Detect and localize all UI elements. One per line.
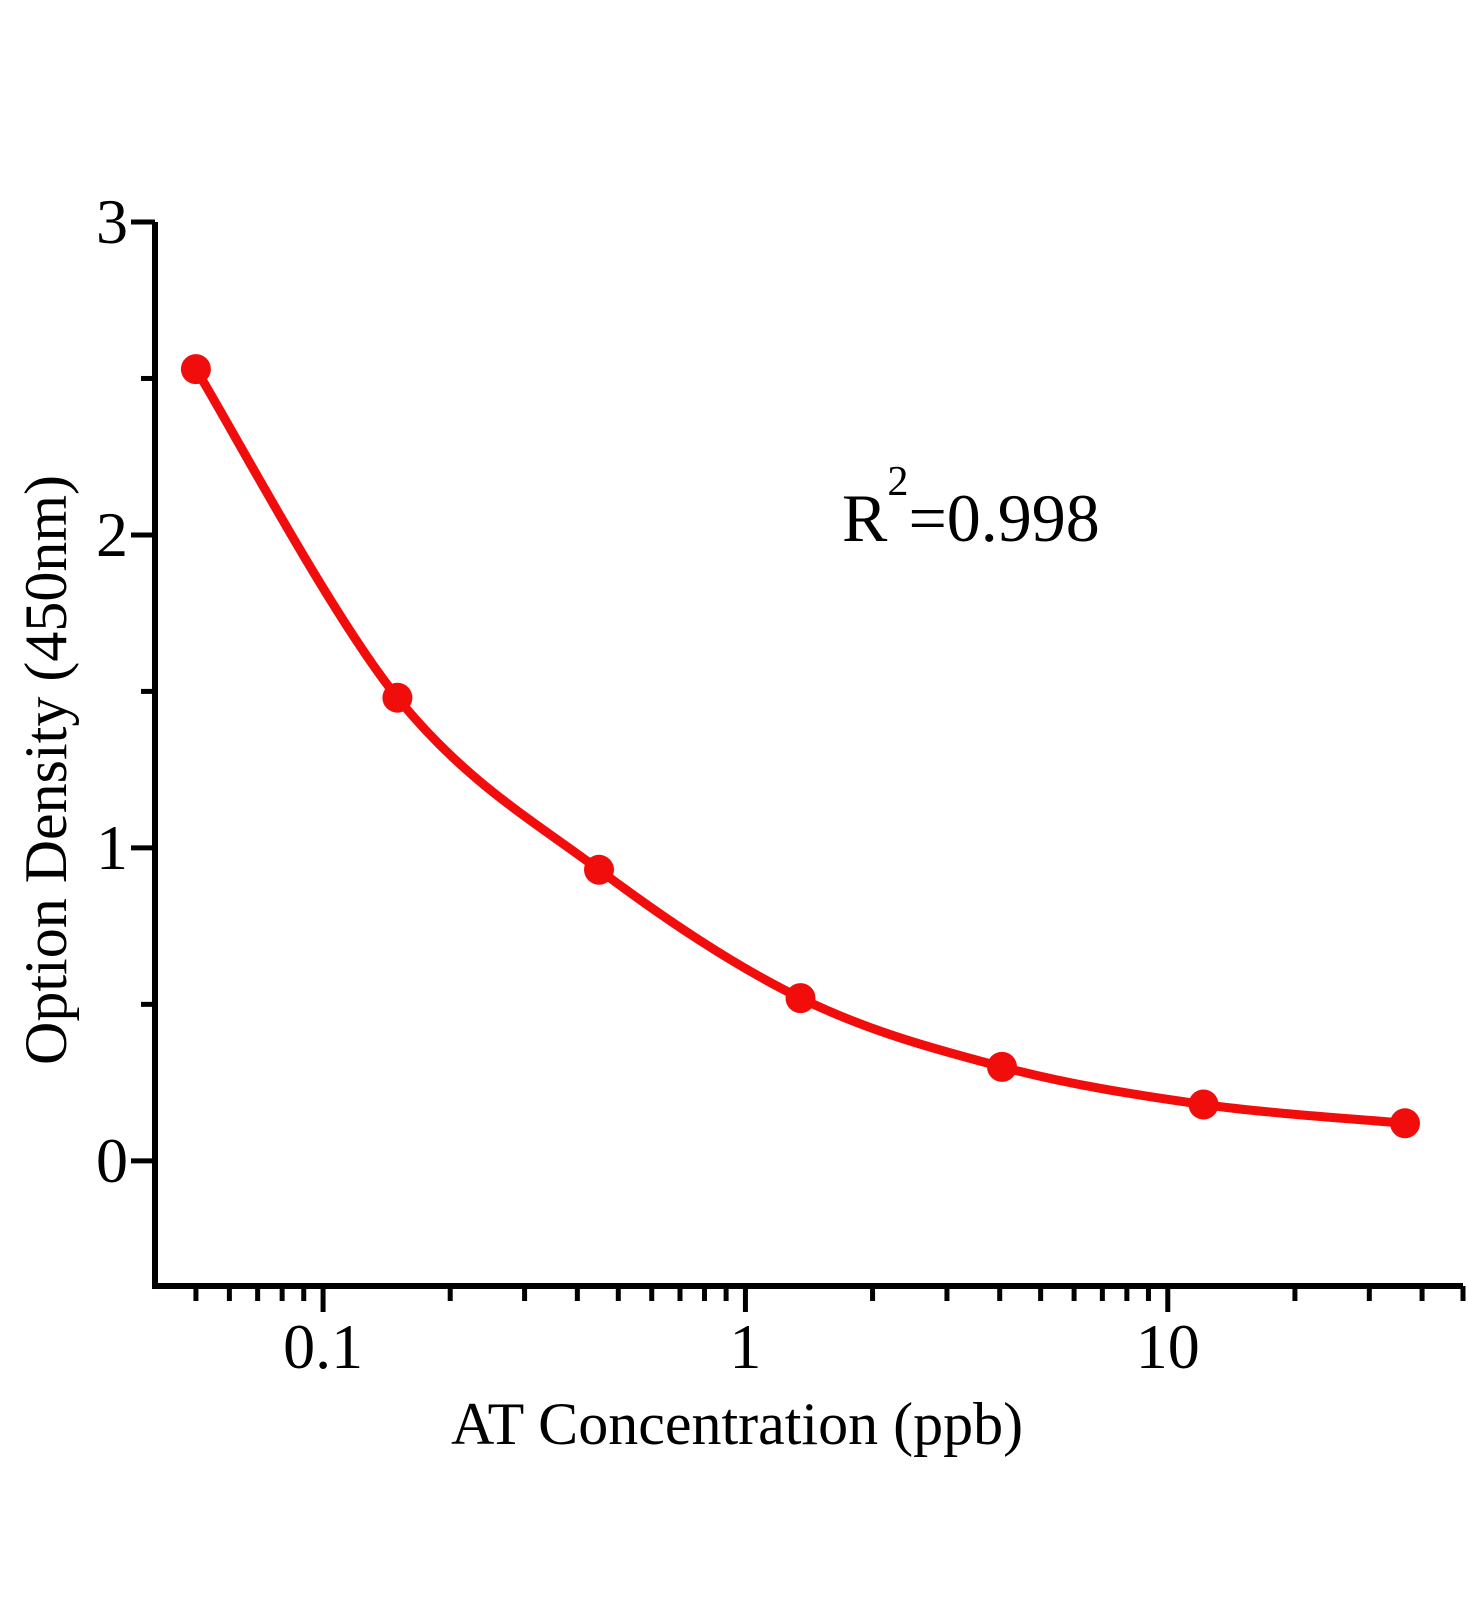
data-point-marker — [584, 854, 614, 885]
data-point-marker — [785, 983, 816, 1014]
x-tick-label: 0.1 — [283, 1311, 364, 1382]
r-squared-annotation: R2=0.998 — [842, 461, 1100, 556]
y-tick-label: 0 — [96, 1124, 128, 1196]
r-squared-base: R — [842, 480, 888, 556]
y-tick-label: 3 — [96, 186, 128, 257]
data-point-marker — [1188, 1089, 1219, 1120]
x-tick-label: 10 — [1135, 1311, 1200, 1382]
r-squared-exponent: 2 — [887, 458, 909, 506]
data-point-marker — [180, 354, 211, 385]
data-point-marker — [1390, 1108, 1420, 1139]
data-point-marker — [382, 682, 413, 713]
y-tick-label: 2 — [96, 498, 128, 570]
y-tick-label: 1 — [96, 811, 128, 883]
r-squared-value: =0.998 — [908, 480, 1100, 556]
data-point-marker — [987, 1051, 1017, 1082]
x-tick-label: 1 — [729, 1311, 762, 1382]
x-axis-title: AT Concentration (ppb) — [450, 1391, 1024, 1457]
